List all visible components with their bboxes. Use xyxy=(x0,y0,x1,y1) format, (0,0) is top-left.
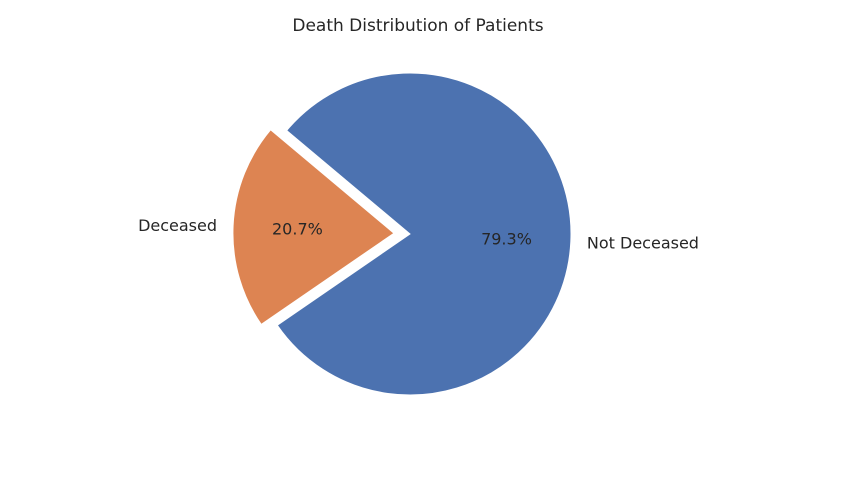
category-label-not-deceased: Not Deceased xyxy=(587,233,699,252)
pie-slice-deceased xyxy=(232,129,395,326)
pie-labels: Not Deceased 79.3% Deceased 20.7% xyxy=(138,216,699,253)
percent-label-not-deceased: 79.3% xyxy=(481,230,532,249)
pie-slice-not-deceased xyxy=(276,72,572,396)
chart-title: Death Distribution of Patients xyxy=(292,16,543,36)
percent-label-deceased: 20.7% xyxy=(272,220,323,239)
pie-slices xyxy=(232,72,572,396)
category-label-deceased: Deceased xyxy=(138,216,217,235)
